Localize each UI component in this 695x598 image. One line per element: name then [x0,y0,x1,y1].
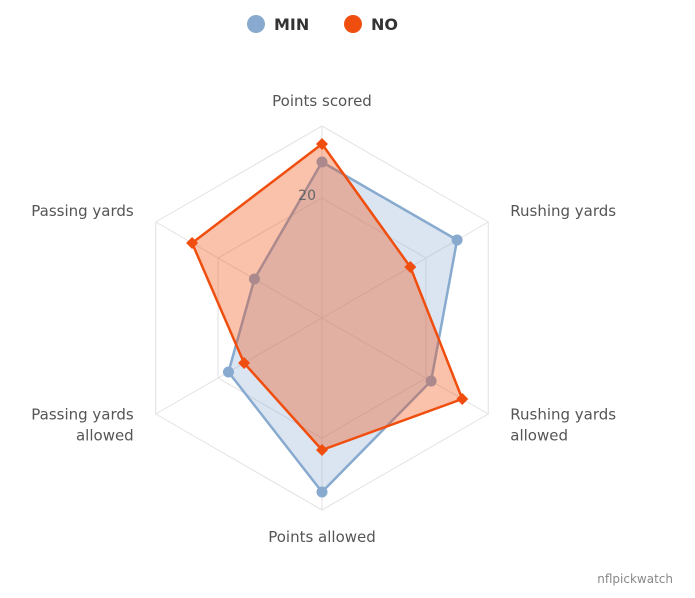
axis-label: Points scored [272,92,372,110]
grid-spoke [155,317,323,415]
series-layer [186,138,469,498]
series-area-no[interactable] [190,142,464,452]
point-no[interactable] [186,237,199,249]
axis-label: Rushing yards allowed [510,406,616,445]
point-no[interactable] [456,393,469,405]
axis-label: Passing yards [31,202,134,220]
legend-marker-no [344,15,362,33]
axis-labels: Points scored Rushing yards Rushing yards a… [31,92,616,546]
point-min[interactable] [248,273,260,285]
point-min[interactable] [451,234,463,246]
radar-grid [155,125,489,511]
legend-marker-min [247,15,265,33]
point-no[interactable] [316,444,328,456]
legend-label-min[interactable]: MIN [274,15,309,34]
axis-label: Passing yards allowed [31,406,134,445]
point-no[interactable] [404,261,417,273]
credit-text: nflpickwatch [597,572,673,586]
chart-legend[interactable]: MIN NO [247,15,398,34]
point-min[interactable] [425,375,437,387]
axis-label: Rushing yards [510,202,616,220]
point-min[interactable] [222,366,234,378]
point-no[interactable] [316,138,328,150]
legend-label-no[interactable]: NO [371,15,398,34]
point-min[interactable] [316,486,328,498]
series-no[interactable] [186,138,469,456]
point-no[interactable] [238,357,251,369]
grid-spoke [155,221,323,319]
radial-tick-label: 20 [298,188,316,204]
axis-label: Points allowed [268,528,376,546]
point-min[interactable] [316,156,328,168]
